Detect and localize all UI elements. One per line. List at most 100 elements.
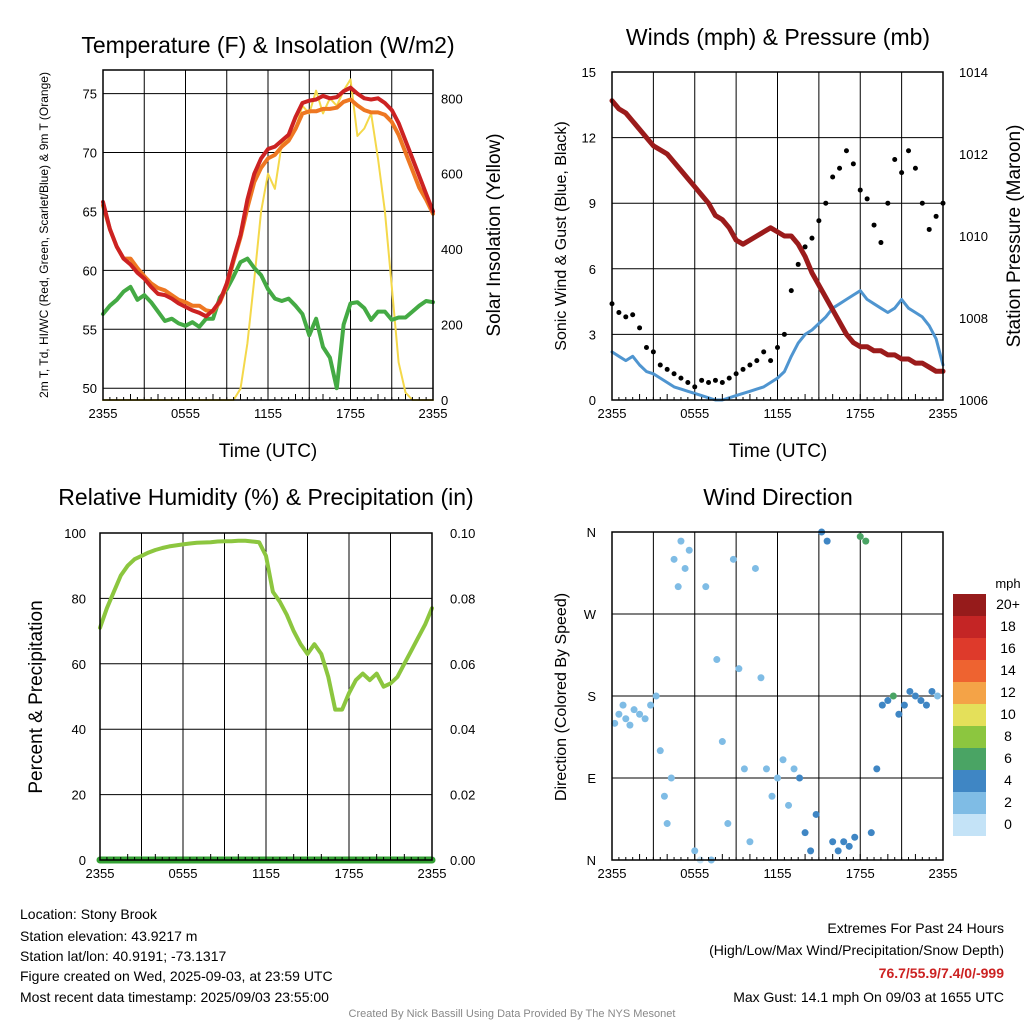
gust-point	[664, 366, 670, 372]
gust-point	[726, 375, 732, 381]
y-tick-label: 80	[72, 591, 86, 606]
y-tick-label: E	[587, 771, 596, 786]
y-tick-label: 3	[589, 327, 596, 342]
colorbar-swatch	[953, 704, 986, 726]
gust-point	[892, 156, 898, 162]
y-tick-label: 100	[64, 526, 86, 541]
direction-point	[790, 765, 798, 773]
gust-point	[837, 165, 843, 171]
y2-tick-label: 1012	[959, 147, 988, 162]
gust-point	[912, 165, 918, 171]
gust-point	[699, 377, 705, 383]
gust-point	[637, 325, 643, 331]
direction-point	[729, 555, 737, 563]
x-tick-label: 2355	[929, 406, 958, 421]
chart-title: Winds (mph) & Pressure (mb)	[626, 24, 930, 50]
direction-point	[740, 765, 748, 773]
direction-point	[845, 842, 853, 850]
direction-point	[670, 555, 678, 563]
gust-point	[885, 200, 891, 206]
gust-point	[643, 345, 649, 351]
colorbar-swatch	[953, 682, 986, 704]
direction-point	[911, 692, 919, 700]
gust-point	[685, 380, 691, 386]
direction-point	[626, 721, 634, 729]
gust-point	[823, 200, 829, 206]
gust-point	[761, 349, 767, 355]
direction-point	[622, 715, 630, 723]
colorbar-swatch	[953, 726, 986, 748]
direction-point	[779, 756, 787, 764]
gust-point	[906, 148, 912, 154]
y2-tick-label: 0	[441, 393, 448, 408]
y2-axis-label: Solar Insolation (Yellow)	[484, 133, 505, 336]
gust-point	[623, 314, 629, 320]
direction-point	[611, 719, 619, 727]
gust-point	[733, 371, 739, 377]
extremes-title: Extremes For Past 24 Hours	[827, 920, 1004, 936]
direction-point	[856, 533, 864, 541]
credit-line: Created By Nick Bassill Using Data Provi…	[348, 1008, 676, 1020]
direction-point	[889, 692, 897, 700]
chart-title: Relative Humidity (%) & Precipitation (i…	[58, 484, 473, 510]
colorbar-swatch	[953, 814, 986, 836]
y-axis-label: Percent & Precipitation	[26, 600, 47, 793]
y-tick-label: N	[587, 853, 596, 868]
y-tick-label: N	[587, 525, 596, 540]
x-tick-label: 1155	[252, 866, 280, 881]
direction-point	[774, 774, 781, 782]
direction-point	[900, 701, 908, 709]
y2-tick-label: 200	[441, 318, 463, 333]
series-sonic-wind	[610, 289, 945, 402]
gust-point	[933, 213, 939, 219]
gust-point	[740, 366, 746, 372]
y-tick-label: 50	[83, 381, 97, 396]
y-axis-label: 2m T, Td, HI/WC (Red, Green, Scarlet/Blu…	[37, 72, 51, 398]
y2-tick-label: 1008	[959, 311, 988, 326]
direction-point	[895, 710, 903, 718]
y-tick-label: 40	[72, 722, 86, 737]
gust-point	[926, 226, 932, 232]
y2-tick-label: 0.04	[450, 722, 475, 737]
colorbar-tick-label: 10	[1000, 706, 1016, 722]
direction-point	[685, 546, 693, 554]
x-tick-label: 0555	[680, 866, 709, 881]
y-tick-label: 9	[589, 196, 596, 211]
gust-point	[630, 312, 636, 318]
direction-point	[636, 710, 644, 718]
y2-tick-label: 1010	[959, 229, 988, 244]
y2-tick-label: 0.08	[450, 591, 475, 606]
direction-point	[746, 838, 754, 846]
x-tick-label: 1755	[846, 866, 875, 881]
y-tick-label: 75	[83, 87, 97, 102]
colorbar-tick-label: 18	[1000, 618, 1016, 634]
direction-point	[906, 687, 914, 695]
x-tick-label: 2355	[929, 866, 958, 881]
footer-elevation: Station elevation: 43.9217 m	[20, 928, 198, 944]
y-tick-label: 60	[83, 263, 97, 278]
y2-axis-label: Station Pressure (Maroon)	[1004, 125, 1024, 348]
series-station-pressure	[609, 98, 946, 374]
direction-point	[674, 583, 682, 591]
x-tick-label: 1755	[335, 866, 364, 881]
y-tick-label: 65	[83, 204, 97, 219]
colorbar-tick-label: 14	[1000, 662, 1016, 678]
direction-point	[867, 829, 875, 837]
x-tick-label: 1755	[336, 406, 365, 421]
y2-tick-label: 0.00	[450, 853, 475, 868]
colorbar-tick-label: 6	[1004, 750, 1012, 766]
x-tick-label: 0555	[171, 406, 200, 421]
x-tick-label: 2355	[89, 406, 118, 421]
direction-point	[884, 697, 892, 705]
series-2m-temperature	[101, 85, 435, 319]
y-tick-label: 6	[589, 262, 596, 277]
gust-point	[795, 261, 801, 267]
gust-point	[650, 349, 656, 355]
x-axis-label: Time (UTC)	[729, 441, 828, 462]
gust-point	[857, 187, 863, 193]
direction-point	[922, 701, 930, 709]
y-tick-label: 0	[589, 393, 596, 408]
y-tick-label: 20	[72, 788, 86, 803]
footer-created: Figure created on Wed, 2025-09-03, at 23…	[20, 968, 333, 984]
